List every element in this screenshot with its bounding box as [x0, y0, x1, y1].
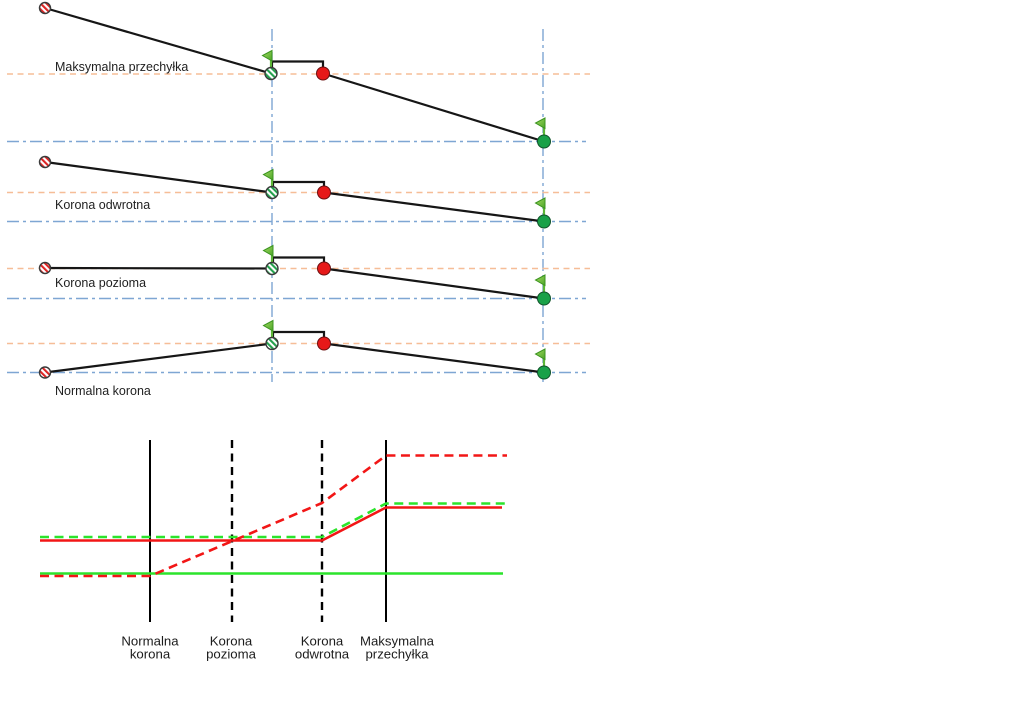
- green-dot-marker-icon: [537, 214, 551, 229]
- profile-line-left: [43, 160, 274, 194]
- crown-step-line: [270, 60, 325, 70]
- superelevation-chart-layer: [40, 440, 507, 622]
- section-label-korona-pozioma: Korona pozioma: [55, 276, 146, 290]
- green-flag-icon: [262, 244, 274, 264]
- profile-line-right: [322, 267, 546, 300]
- station-label-korona-pozioma-line2: pozioma: [206, 647, 257, 662]
- station-label-maksymalna-przechylka-line2: przechyłka: [365, 647, 429, 662]
- flag-pennant: [262, 168, 274, 181]
- red-dot-marker-icon: [317, 261, 331, 276]
- station-label-normalna-korona-line2: korona: [130, 647, 171, 662]
- hatched-green-circle-marker-icon: [265, 261, 279, 276]
- green-flag-icon: [262, 168, 274, 188]
- crown-step-line: [271, 330, 326, 340]
- flag-pennant: [534, 348, 546, 361]
- profile-line-left: [43, 342, 274, 374]
- station-label-korona-pozioma-line1: Korona: [210, 634, 253, 649]
- section-label-korona-odwrotna: Korona odwrotna: [55, 198, 150, 212]
- green-flag-icon: [534, 348, 546, 367]
- station-label-normalna-korona-line1: Normalna: [121, 634, 179, 649]
- station-label-korona-odwrotna-line2: odwrotna: [295, 647, 350, 662]
- hatched-red-circle-marker-icon: [38, 261, 52, 275]
- cross-section-3: [38, 319, 551, 380]
- chart-line-red-solid: [40, 506, 502, 542]
- flag-pennant: [261, 49, 273, 62]
- cross-sections-layer: [38, 1, 551, 380]
- chart-line-green-dashed: [40, 502, 505, 539]
- section-label-maksymalna-przechylka: Maksymalna przechyłka: [55, 60, 188, 74]
- green-dot-marker-icon: [537, 291, 551, 306]
- flag-pennant: [534, 197, 546, 210]
- flag-pennant: [262, 319, 274, 332]
- profile-line-right: [322, 342, 546, 374]
- cross-section-0: [38, 1, 551, 149]
- crown-step-line: [271, 256, 326, 265]
- red-dot-marker-icon: [316, 66, 330, 81]
- hatched-red-circle-marker-icon: [38, 1, 52, 15]
- green-dot-marker-icon: [537, 365, 551, 380]
- guide-lines-layer: [7, 29, 590, 382]
- chart-line-red-dashed: [40, 454, 507, 578]
- green-flag-icon: [261, 49, 273, 69]
- profile-line-right: [322, 191, 546, 223]
- profile-line-left: [43, 6, 273, 75]
- profile-line-right: [321, 72, 546, 143]
- hatched-green-circle-marker-icon: [265, 185, 279, 200]
- cross-section-2: [38, 244, 551, 306]
- green-dot-marker-icon: [537, 134, 551, 149]
- hatched-green-circle-marker-icon: [265, 336, 279, 351]
- green-flag-icon: [534, 117, 546, 136]
- labels-layer: Maksymalna przechyłka Korona odwrotna Ko…: [55, 60, 435, 662]
- flag-pennant: [262, 244, 274, 257]
- profile-line-left: [43, 266, 274, 270]
- crown-step-line: [271, 180, 326, 189]
- flag-pennant: [534, 117, 546, 130]
- hatched-red-circle-marker-icon: [38, 155, 52, 169]
- station-label-maksymalna-przechylka-line1: Maksymalna: [360, 634, 435, 649]
- hatched-green-circle-marker-icon: [264, 66, 278, 81]
- station-label-korona-odwrotna-line1: Korona: [301, 634, 344, 649]
- section-label-normalna-korona: Normalna korona: [55, 384, 151, 398]
- flag-pennant: [534, 274, 546, 287]
- cross-section-1: [38, 155, 551, 229]
- green-flag-icon: [262, 319, 274, 339]
- hatched-red-circle-marker-icon: [38, 366, 52, 379]
- red-dot-marker-icon: [317, 185, 331, 200]
- green-flag-icon: [534, 197, 546, 216]
- green-flag-icon: [534, 274, 546, 293]
- red-dot-marker-icon: [317, 336, 331, 351]
